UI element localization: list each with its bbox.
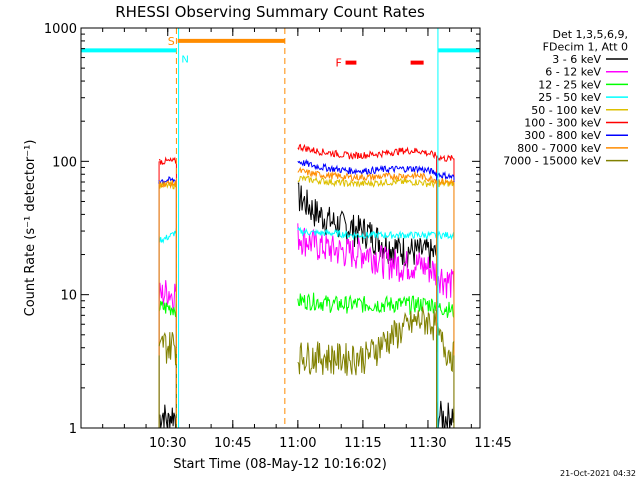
series-7-segment-3 xyxy=(436,178,455,187)
series-6-segment-1 xyxy=(158,176,177,185)
plot-frame xyxy=(80,27,481,429)
y-tick-label-1: 10 xyxy=(60,289,77,304)
legend-entry-label-0: 3 - 6 keV xyxy=(552,53,601,66)
series-3-segment-3 xyxy=(436,230,455,241)
legend-entry-label-5: 100 - 300 keV xyxy=(524,117,601,130)
series-3-segment-1 xyxy=(158,228,177,244)
legend: Det 1,3,5,6,9,FDecim 1, Att 03 - 6 keV6 … xyxy=(503,28,628,168)
series-2-segment-2 xyxy=(297,292,438,316)
legend-entry-label-8: 7000 - 15000 keV xyxy=(503,155,601,168)
series-4-segment-1 xyxy=(158,180,177,190)
legend-entry-label-2: 12 - 25 keV xyxy=(538,78,601,91)
series-1-segment-2 xyxy=(297,223,438,286)
axis-layer: 1 10 100 1000 10:30 10:45 11:00 11:15 11:30 11:45 xyxy=(44,22,512,451)
flare-label: F xyxy=(336,57,342,70)
x-tick-label-0: 10:30 xyxy=(149,436,186,451)
y-tick-label-0: 1 xyxy=(69,422,77,437)
night-label: N xyxy=(181,54,188,65)
legend-entry-label-7: 800 - 7000 keV xyxy=(517,142,601,155)
x-tick-label-4: 11:30 xyxy=(409,436,446,451)
series-8-segment-2 xyxy=(297,306,438,376)
x-tick-label-2: 11:00 xyxy=(279,436,316,451)
legend-entry-label-3: 25 - 50 keV xyxy=(538,91,601,104)
series-5-segment-1 xyxy=(158,156,177,166)
legend-entry-label-1: 6 - 12 keV xyxy=(545,66,601,79)
x-tick-label-5: 11:45 xyxy=(474,436,511,451)
series-8-segment-3 xyxy=(436,322,455,373)
footer-timestamp: 21-Oct-2021 04:32 xyxy=(560,469,636,478)
series-0-segment-3 xyxy=(436,400,455,429)
y-axis-label: Count Rate (s⁻¹ detector⁻¹) xyxy=(23,140,38,317)
series-7-segment-2 xyxy=(297,166,438,185)
legend-entry-label-4: 50 - 100 keV xyxy=(531,104,601,117)
data-layer xyxy=(158,143,455,429)
saa-label: S xyxy=(168,35,175,48)
y-tick-label-3: 1000 xyxy=(44,22,77,37)
series-7-segment-1 xyxy=(158,180,177,190)
series-8-segment-1 xyxy=(158,332,177,366)
y-tick-label-2: 100 xyxy=(52,155,77,170)
series-2-segment-3 xyxy=(436,300,455,319)
series-3-segment-2 xyxy=(297,226,438,240)
x-tick-label-3: 11:15 xyxy=(344,436,381,451)
chart-title: RHESSI Observing Summary Count Rates xyxy=(115,3,425,21)
legend-entry-label-6: 300 - 800 keV xyxy=(524,129,601,142)
x-tick-label-1: 10:45 xyxy=(214,436,251,451)
series-5-segment-2 xyxy=(297,143,437,160)
series-2-segment-1 xyxy=(158,299,177,317)
series-5-segment-3 xyxy=(436,154,455,162)
legend-header-0: Det 1,3,5,6,9, xyxy=(552,28,628,41)
series-1-segment-3 xyxy=(436,263,455,299)
x-axis-label: Start Time (08-May-12 10:16:02) xyxy=(173,457,387,472)
series-6-segment-2 xyxy=(297,158,438,177)
series-4-segment-2 xyxy=(297,175,438,189)
series-6-segment-3 xyxy=(436,170,455,180)
annotation-layer: SN F xyxy=(80,28,481,428)
legend-header-1: FDecim 1, Att 0 xyxy=(543,41,628,54)
